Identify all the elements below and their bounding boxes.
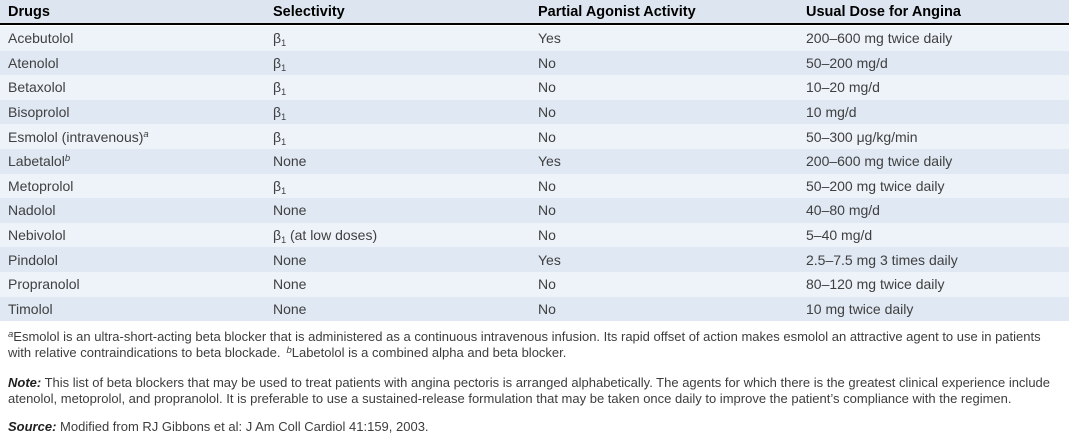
table-row: Pindolol None Yes 2.5–7.5 mg 3 times dai… — [0, 247, 1069, 272]
footnote-a-text: Esmolol is an ultra-short-acting beta bl… — [8, 329, 1041, 361]
partial-agonist-cell: No — [538, 177, 556, 194]
dose-cell: 200–600 mg twice daily — [806, 30, 953, 47]
partial-agonist-cell: No — [538, 276, 556, 293]
note-label: Note: — [8, 375, 42, 391]
footnote-marker: a — [143, 128, 149, 140]
source-block: Source: Modified from RJ Gibbons et al: … — [8, 419, 1059, 434]
table-row: Labetalolb None Yes 200–600 mg twice dai… — [0, 148, 1069, 174]
selectivity-cell: β1 — [273, 54, 287, 71]
drug-name: Labetalol — [8, 153, 65, 170]
column-header-partial-agonist-activity: Partial Agonist Activity — [538, 3, 696, 20]
table-row: Acebutolol β1 Yes 200–600 mg twice daily — [0, 26, 1069, 51]
table-row: Metoprolol β1 No 50–200 mg twice daily — [0, 173, 1069, 199]
dose-cell: 5–40 mg/d — [806, 227, 873, 244]
selectivity-cell: None — [273, 153, 307, 170]
table-row: Atenolol β1 No 50–200 mg/d — [0, 50, 1069, 76]
table-header-row: Drugs Selectivity Partial Agonist Activi… — [0, 0, 1069, 25]
dose-cell: 50–200 mg twice daily — [806, 177, 945, 194]
selectivity-cell: None — [273, 202, 307, 219]
selectivity-cell: β1 — [273, 128, 287, 145]
partial-agonist-cell: No — [538, 79, 556, 96]
table-row: Bisoprolol β1 No 10 mg/d — [0, 99, 1069, 125]
footnote-a-marker: a — [8, 329, 14, 341]
selectivity-cell: β1 — [273, 104, 287, 121]
note-text: This list of beta blockers that may be u… — [8, 375, 1051, 407]
drug-name-cell: Labetalolb — [8, 153, 273, 169]
selectivity-cell: β1 — [273, 177, 287, 194]
dose-cell: 10 mg twice daily — [806, 300, 914, 317]
drug-name-cell: Bisoprolol — [8, 104, 273, 120]
drug-name: Acebutolol — [8, 30, 74, 47]
dose-cell: 10–20 mg/d — [806, 79, 880, 96]
partial-agonist-cell: No — [538, 227, 556, 244]
partial-agonist-cell: No — [538, 54, 556, 71]
dose-cell: 2.5–7.5 mg 3 times daily — [806, 251, 958, 268]
drug-name: Bisoprolol — [8, 104, 70, 121]
drug-name-cell: Timolol — [8, 301, 273, 317]
drug-name: Nadolol — [8, 202, 56, 219]
drug-name: Propranolol — [8, 276, 80, 293]
selectivity-cell: None — [273, 276, 307, 293]
drug-name-cell: Nebivolol — [8, 227, 273, 243]
column-header-selectivity: Selectivity — [273, 3, 345, 20]
table-row: Betaxolol β1 No 10–20 mg/d — [0, 75, 1069, 100]
drug-name: Atenolol — [8, 54, 59, 71]
selectivity-cell: β1 — [273, 30, 287, 47]
source-text: Modified from RJ Gibbons et al: J Am Col… — [60, 419, 429, 434]
partial-agonist-cell: No — [538, 128, 556, 145]
column-header-drugs: Drugs — [8, 3, 50, 20]
footnote-marker: b — [64, 153, 71, 165]
drug-name-cell: Metoprolol — [8, 178, 273, 194]
dose-cell: 10 mg/d — [806, 104, 857, 121]
drug-name-cell: Atenolol — [8, 55, 273, 71]
dose-cell: 50–200 mg/d — [806, 54, 888, 71]
drug-name: Timolol — [8, 300, 53, 317]
drug-name: Metoprolol — [8, 177, 74, 194]
drug-name-cell: Acebutolol — [8, 30, 273, 46]
table-row: Nebivolol β1 (at low doses) No 5–40 mg/d — [0, 222, 1069, 248]
drug-name-cell: Esmolol (intravenous)a — [8, 129, 273, 145]
selectivity-cell: β1 (at low doses) — [273, 227, 378, 244]
drug-name: Pindolol — [8, 251, 58, 268]
partial-agonist-cell: No — [538, 202, 556, 219]
dose-cell: 50–300 μg/kg/min — [806, 128, 918, 145]
partial-agonist-cell: Yes — [538, 251, 561, 268]
selectivity-cell: None — [273, 300, 307, 317]
dose-cell: 80–120 mg twice daily — [806, 276, 945, 293]
table-row: Nadolol None No 40–80 mg/d — [0, 198, 1069, 223]
table-body: Acebutolol β1 Yes 200–600 mg twice daily… — [0, 25, 1069, 322]
table-row: Propranolol None No 80–120 mg twice dail… — [0, 271, 1069, 297]
column-header-usual-dose: Usual Dose for Angina — [806, 3, 961, 20]
footnote-b-marker: b — [286, 345, 292, 357]
footnote-text: aEsmolol is an ultra-short-acting beta b… — [8, 329, 1059, 361]
drug-name: Esmolol (intravenous) — [8, 128, 144, 145]
footnote-b-text: Labetolol is a combined alpha and beta b… — [291, 345, 567, 361]
drug-name-cell: Betaxolol — [8, 79, 273, 95]
selectivity-cell: β1 — [273, 79, 287, 96]
note-block: Note: This list of beta blockers that ma… — [8, 375, 1059, 407]
drug-name: Betaxolol — [8, 79, 66, 96]
partial-agonist-cell: No — [538, 300, 556, 317]
partial-agonist-cell: Yes — [538, 153, 561, 170]
table-row: Esmolol (intravenous)a β1 No 50–300 μg/k… — [0, 124, 1069, 149]
table-row: Timolol None No 10 mg twice daily — [0, 296, 1069, 322]
partial-agonist-cell: No — [538, 104, 556, 121]
beta-blockers-table: Drugs Selectivity Partial Agonist Activi… — [0, 0, 1069, 322]
selectivity-cell: None — [273, 251, 307, 268]
dose-cell: 200–600 mg twice daily — [806, 153, 953, 170]
source-label: Source: — [8, 419, 57, 434]
dose-cell: 40–80 mg/d — [806, 202, 880, 219]
drug-name-cell: Propranolol — [8, 276, 273, 292]
drug-name-cell: Pindolol — [8, 252, 273, 268]
notes-area: aEsmolol is an ultra-short-acting beta b… — [0, 329, 1069, 434]
drug-name-cell: Nadolol — [8, 202, 273, 218]
drug-name: Nebivolol — [8, 227, 66, 244]
partial-agonist-cell: Yes — [538, 30, 561, 47]
